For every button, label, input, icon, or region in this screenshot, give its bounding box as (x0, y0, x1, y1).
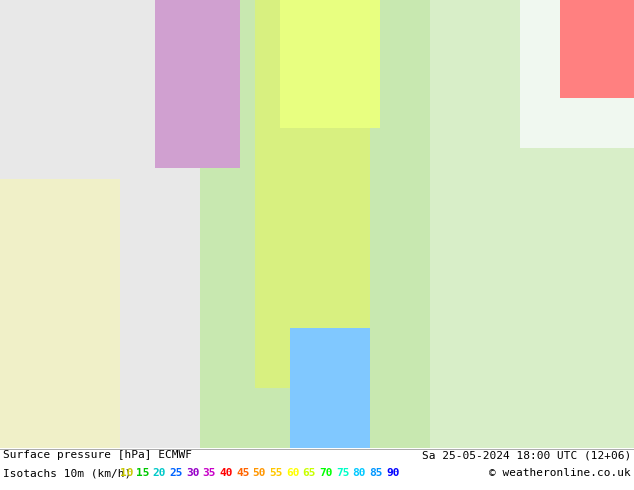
Text: 65: 65 (302, 468, 316, 478)
Text: 70: 70 (320, 468, 333, 478)
Text: 35: 35 (203, 468, 216, 478)
Text: 75: 75 (336, 468, 349, 478)
Text: 50: 50 (253, 468, 266, 478)
Polygon shape (0, 0, 230, 448)
Polygon shape (560, 0, 634, 98)
Polygon shape (255, 0, 370, 388)
Polygon shape (430, 0, 634, 448)
Polygon shape (520, 0, 634, 148)
Text: 15: 15 (136, 468, 150, 478)
Text: 10: 10 (120, 468, 133, 478)
Polygon shape (200, 0, 430, 448)
Polygon shape (290, 328, 370, 448)
Text: Sa 25-05-2024 18:00 UTC (12+06): Sa 25-05-2024 18:00 UTC (12+06) (422, 450, 631, 460)
Text: 40: 40 (219, 468, 233, 478)
Text: 80: 80 (353, 468, 366, 478)
Text: © weatheronline.co.uk: © weatheronline.co.uk (489, 468, 631, 478)
Text: 85: 85 (369, 468, 383, 478)
Text: Surface pressure [hPa] ECMWF: Surface pressure [hPa] ECMWF (3, 450, 192, 460)
Text: 45: 45 (236, 468, 250, 478)
Text: 60: 60 (286, 468, 299, 478)
Text: 25: 25 (169, 468, 183, 478)
Polygon shape (155, 0, 240, 168)
Text: 30: 30 (186, 468, 200, 478)
Text: 20: 20 (153, 468, 166, 478)
Text: 90: 90 (386, 468, 399, 478)
Polygon shape (0, 179, 120, 448)
Text: Isotachs 10m (km/h): Isotachs 10m (km/h) (3, 468, 131, 478)
Text: 55: 55 (269, 468, 283, 478)
Polygon shape (280, 0, 380, 128)
